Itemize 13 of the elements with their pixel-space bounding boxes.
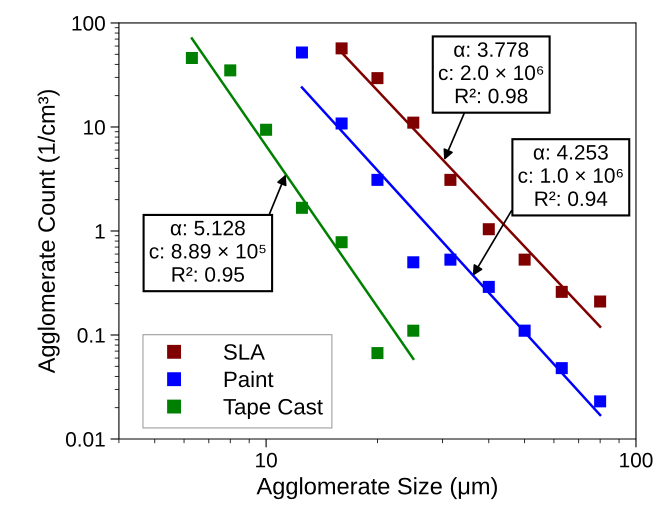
- annotation: α: 4.253 c: 1.0 × 10⁶ R²: 0.94: [518, 144, 623, 206]
- annotation: α: 5.128 c: 8.89 × 10⁵ R²: 0.95: [150, 220, 266, 282]
- legend-label: Paint: [224, 370, 274, 388]
- annotation: α: 3.778 c: 2.0 × 10⁶ R²: 0.98: [438, 42, 544, 104]
- y-axis-title: Agglomerate Count (1/cm³): [38, 90, 60, 374]
- legend-label: SLA: [224, 344, 265, 360]
- y-tick-label: 0.01: [66, 432, 105, 447]
- y-tick-label: 10: [84, 120, 105, 135]
- y-tick-label: 100: [72, 16, 105, 31]
- y-tick-label: 1: [96, 224, 105, 239]
- legend-label: Tape Cast: [223, 398, 323, 419]
- y-tick-label: 0.1: [78, 328, 105, 343]
- x-axis-title: Agglomerate Size (μm): [256, 477, 497, 500]
